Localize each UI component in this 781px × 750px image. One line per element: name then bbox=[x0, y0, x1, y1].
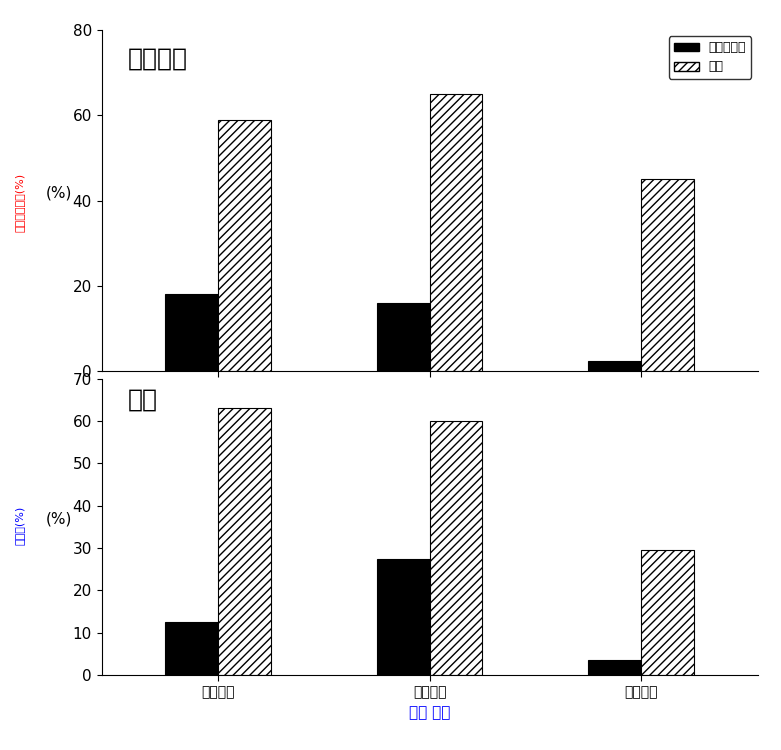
Bar bbox=[376, 559, 430, 675]
Bar bbox=[165, 295, 218, 371]
Bar bbox=[218, 408, 271, 675]
Bar bbox=[430, 94, 483, 371]
Bar bbox=[588, 361, 641, 371]
X-axis label: 배수 방법: 배수 방법 bbox=[409, 705, 450, 720]
Bar bbox=[641, 550, 694, 675]
Bar bbox=[430, 421, 483, 675]
Bar bbox=[376, 303, 430, 371]
Text: 등과율(%): 등과율(%) bbox=[15, 506, 24, 544]
Bar bbox=[641, 179, 694, 371]
Text: 진옥: 진옥 bbox=[128, 388, 158, 412]
Y-axis label: (%): (%) bbox=[45, 512, 72, 526]
Text: 화채불량과율(%): 화채불량과율(%) bbox=[15, 173, 24, 232]
Bar bbox=[588, 660, 641, 675]
Legend: 화재불량과, 등과: 화재불량과, 등과 bbox=[669, 36, 751, 79]
Bar bbox=[218, 119, 271, 371]
Y-axis label: (%): (%) bbox=[45, 186, 72, 201]
Bar bbox=[165, 622, 218, 675]
Text: 캐밥얼리: 캐밥얼리 bbox=[128, 47, 187, 71]
